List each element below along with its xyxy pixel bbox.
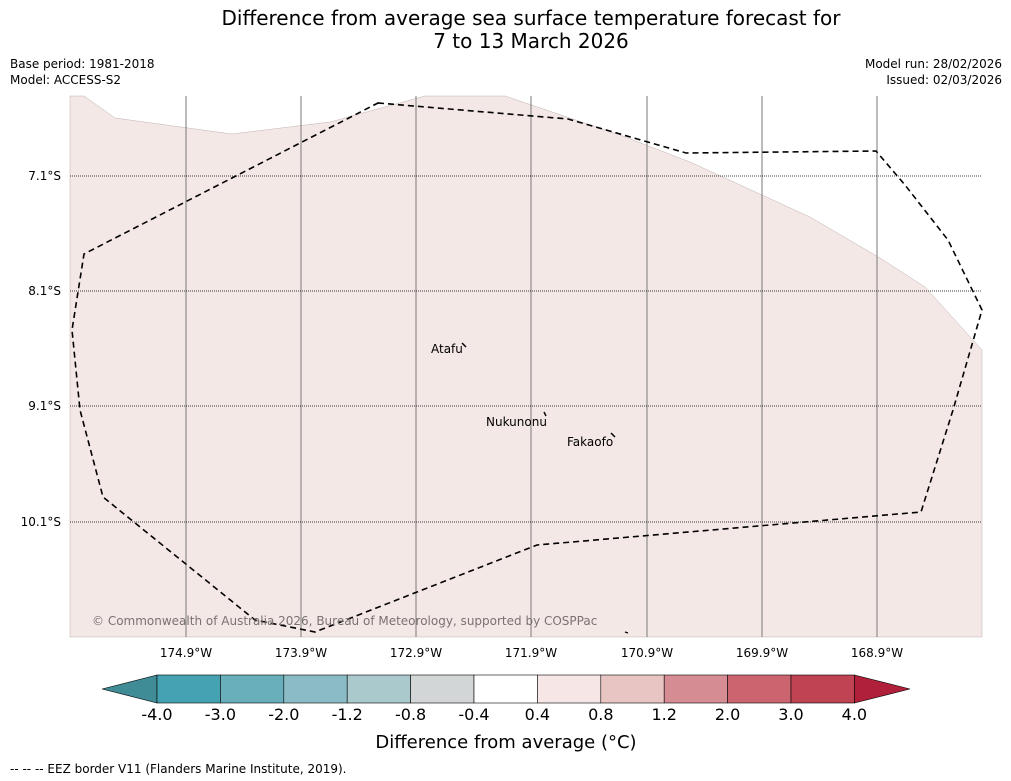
- colorbar-segment: [220, 674, 285, 704]
- colorbar-segment: [790, 674, 855, 704]
- island-atafu-shape: [461, 342, 467, 348]
- colorbar-tick-label: -1.2: [331, 705, 363, 724]
- colorbar-tick-label: 0.8: [588, 705, 614, 724]
- lat-label: 8.1°S: [28, 284, 61, 298]
- colorbar-tick-label: 3.0: [778, 705, 804, 724]
- colorbar-tick-label: -3.0: [204, 705, 236, 724]
- lat-label: 9.1°S: [28, 399, 61, 413]
- lon-label: 168.9°W: [850, 646, 904, 660]
- colorbar-segment: [283, 674, 348, 704]
- eez-border: [71, 102, 983, 633]
- colorbar-arrow-right: [854, 674, 911, 704]
- copyright-notice: © Commonwealth of Australia 2026, Bureau…: [92, 614, 598, 628]
- map-title-line2: 7 to 13 March 2026: [433, 29, 629, 53]
- colorbar-segment: [346, 674, 411, 704]
- colorbar-arrow-left: [101, 674, 158, 704]
- colorbar: [101, 674, 911, 704]
- colorbar-tick-label: -0.4: [458, 705, 490, 724]
- island-small-shape: [624, 631, 629, 634]
- colorbar-segment: [600, 674, 665, 704]
- model-run: Model run: 28/02/2026: [864, 57, 1002, 71]
- colorbar-tick-label: -4.0: [141, 705, 173, 724]
- colorbar-segment: [156, 674, 221, 704]
- colorbar-title: Difference from average (°C): [375, 732, 637, 753]
- colorbar-tick-label: 1.2: [651, 705, 677, 724]
- island-fakaofo-shape: [610, 432, 616, 438]
- colorbar-tick-label: 2.0: [714, 705, 741, 724]
- lon-label: 170.9°W: [620, 646, 674, 660]
- base-period: Base period: 1981-2018: [10, 57, 155, 71]
- place-nukunonu: Nukunonu: [486, 415, 547, 429]
- longitude-gridlines: [185, 96, 878, 637]
- lon-label: 172.9°W: [389, 646, 443, 660]
- place-atafu: Atafu: [431, 342, 463, 356]
- colorbar-segment: [663, 674, 728, 704]
- colorbar-segment: [727, 674, 792, 704]
- latitude-gridlines: [70, 175, 982, 523]
- lat-label: 7.1°S: [28, 169, 61, 183]
- lon-label: 173.9°W: [274, 646, 328, 660]
- colorbar-segment: [537, 674, 602, 704]
- colorbar-segment: [473, 674, 538, 704]
- issued-date: Issued: 02/03/2026: [886, 73, 1002, 87]
- colorbar-tick-label: 4.0: [841, 705, 868, 724]
- island-nukunonu-shape: [543, 411, 547, 417]
- lat-label: 10.1°S: [20, 515, 61, 529]
- anomaly-region: [69, 95, 983, 638]
- model-name: Model: ACCESS-S2: [10, 73, 122, 87]
- eez-legend: -- -- -- EEZ border V11 (Flanders Marine…: [10, 762, 347, 776]
- map-title-line1: Difference from average sea surface temp…: [221, 6, 841, 30]
- colorbar-tick-label: -0.8: [394, 705, 427, 724]
- colorbar-segment: [410, 674, 475, 704]
- place-fakaofo: Fakaofo: [567, 435, 614, 449]
- colorbar-tick-label: -2.0: [268, 705, 300, 724]
- lon-label: 171.9°W: [504, 646, 558, 660]
- lon-label: 169.9°W: [735, 646, 789, 660]
- lon-label: 174.9°W: [159, 646, 213, 660]
- colorbar-tick-label: 0.4: [524, 705, 551, 724]
